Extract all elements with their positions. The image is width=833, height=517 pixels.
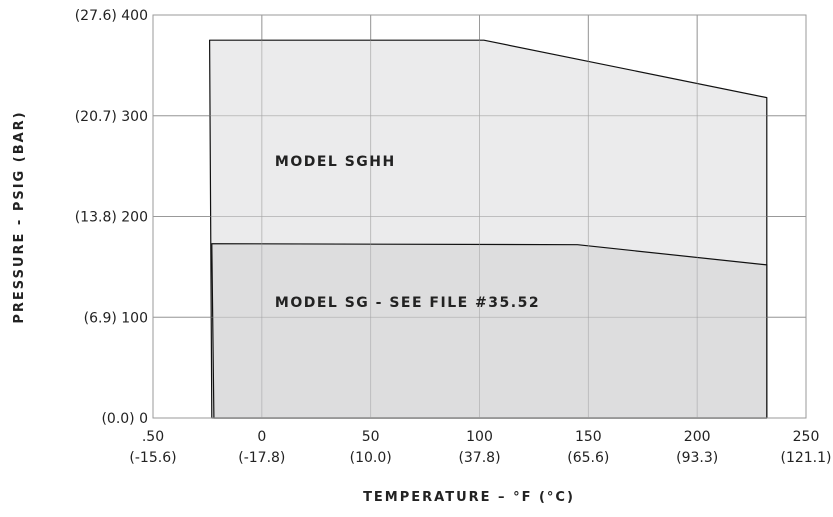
x-tick-sublabel: (-15.6) bbox=[129, 450, 176, 466]
area-series bbox=[152, 14, 807, 419]
x-tick-sublabel: (37.8) bbox=[458, 450, 500, 466]
x-tick-sublabel: (121.1) bbox=[780, 450, 831, 466]
x-tick-label: 50 bbox=[362, 429, 380, 445]
y-tick-label: (6.9) 100 bbox=[84, 310, 148, 326]
x-tick-sublabel: (10.0) bbox=[350, 450, 392, 466]
x-tick-sublabel: (65.6) bbox=[567, 450, 609, 466]
x-tick-sublabel: (93.3) bbox=[676, 450, 718, 466]
x-tick-label: 250 bbox=[793, 429, 820, 445]
annotation-label: MODEL SGHH bbox=[275, 154, 396, 170]
x-tick-label: .50 bbox=[142, 429, 164, 445]
region-model-sg bbox=[211, 243, 768, 419]
y-tick-labels: (0.0) 0 (6.9) 100 (13.8) 200 (20.7) 300 (27.… bbox=[75, 8, 148, 427]
x-axis-title: TEMPERATURE – °F (°C) bbox=[363, 490, 575, 505]
annotation-label: MODEL SG - SEE FILE #35.52 bbox=[275, 295, 540, 311]
x-tick-sublabel: (-17.8) bbox=[238, 450, 285, 466]
x-tick-labels: .50 (-15.6) 0 (-17.8) 50 (10.0) 100 (37.8) 150 (6… bbox=[129, 429, 831, 466]
x-tick-label: 100 bbox=[466, 429, 493, 445]
x-tick-label: 200 bbox=[684, 429, 711, 445]
plot-border bbox=[152, 14, 807, 419]
region-labels: MODEL SGHH MODEL SG - SEE FILE #35.52 bbox=[275, 154, 540, 311]
y-tick-label: (20.7) 300 bbox=[75, 109, 148, 125]
y-tick-label: (13.8) 200 bbox=[75, 210, 148, 226]
y-tick-label: (0.0) 0 bbox=[101, 411, 148, 427]
x-tick-label: 0 bbox=[257, 429, 266, 445]
x-tick-label: 150 bbox=[575, 429, 602, 445]
y-axis-title: PRESSURE - PSIG (BAR) bbox=[12, 110, 27, 323]
plot-frame bbox=[152, 14, 807, 419]
y-tick-label: (27.6) 400 bbox=[75, 8, 148, 24]
